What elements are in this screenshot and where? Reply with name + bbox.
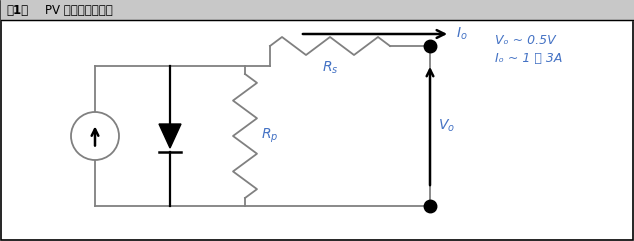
Text: $I_o$: $I_o$ (456, 26, 468, 42)
Text: $R_p$: $R_p$ (261, 127, 278, 145)
Text: Vₒ ~ 0.5V: Vₒ ~ 0.5V (495, 34, 555, 47)
Text: PV 电池的简化模型: PV 电池的简化模型 (45, 4, 113, 16)
Text: 图1：: 图1： (6, 4, 28, 16)
Text: $V_o$: $V_o$ (438, 118, 455, 134)
Text: $R_s$: $R_s$ (321, 60, 339, 76)
Text: Iₒ ~ 1 至 3A: Iₒ ~ 1 至 3A (495, 53, 562, 66)
Ellipse shape (71, 112, 119, 160)
Polygon shape (159, 124, 181, 148)
